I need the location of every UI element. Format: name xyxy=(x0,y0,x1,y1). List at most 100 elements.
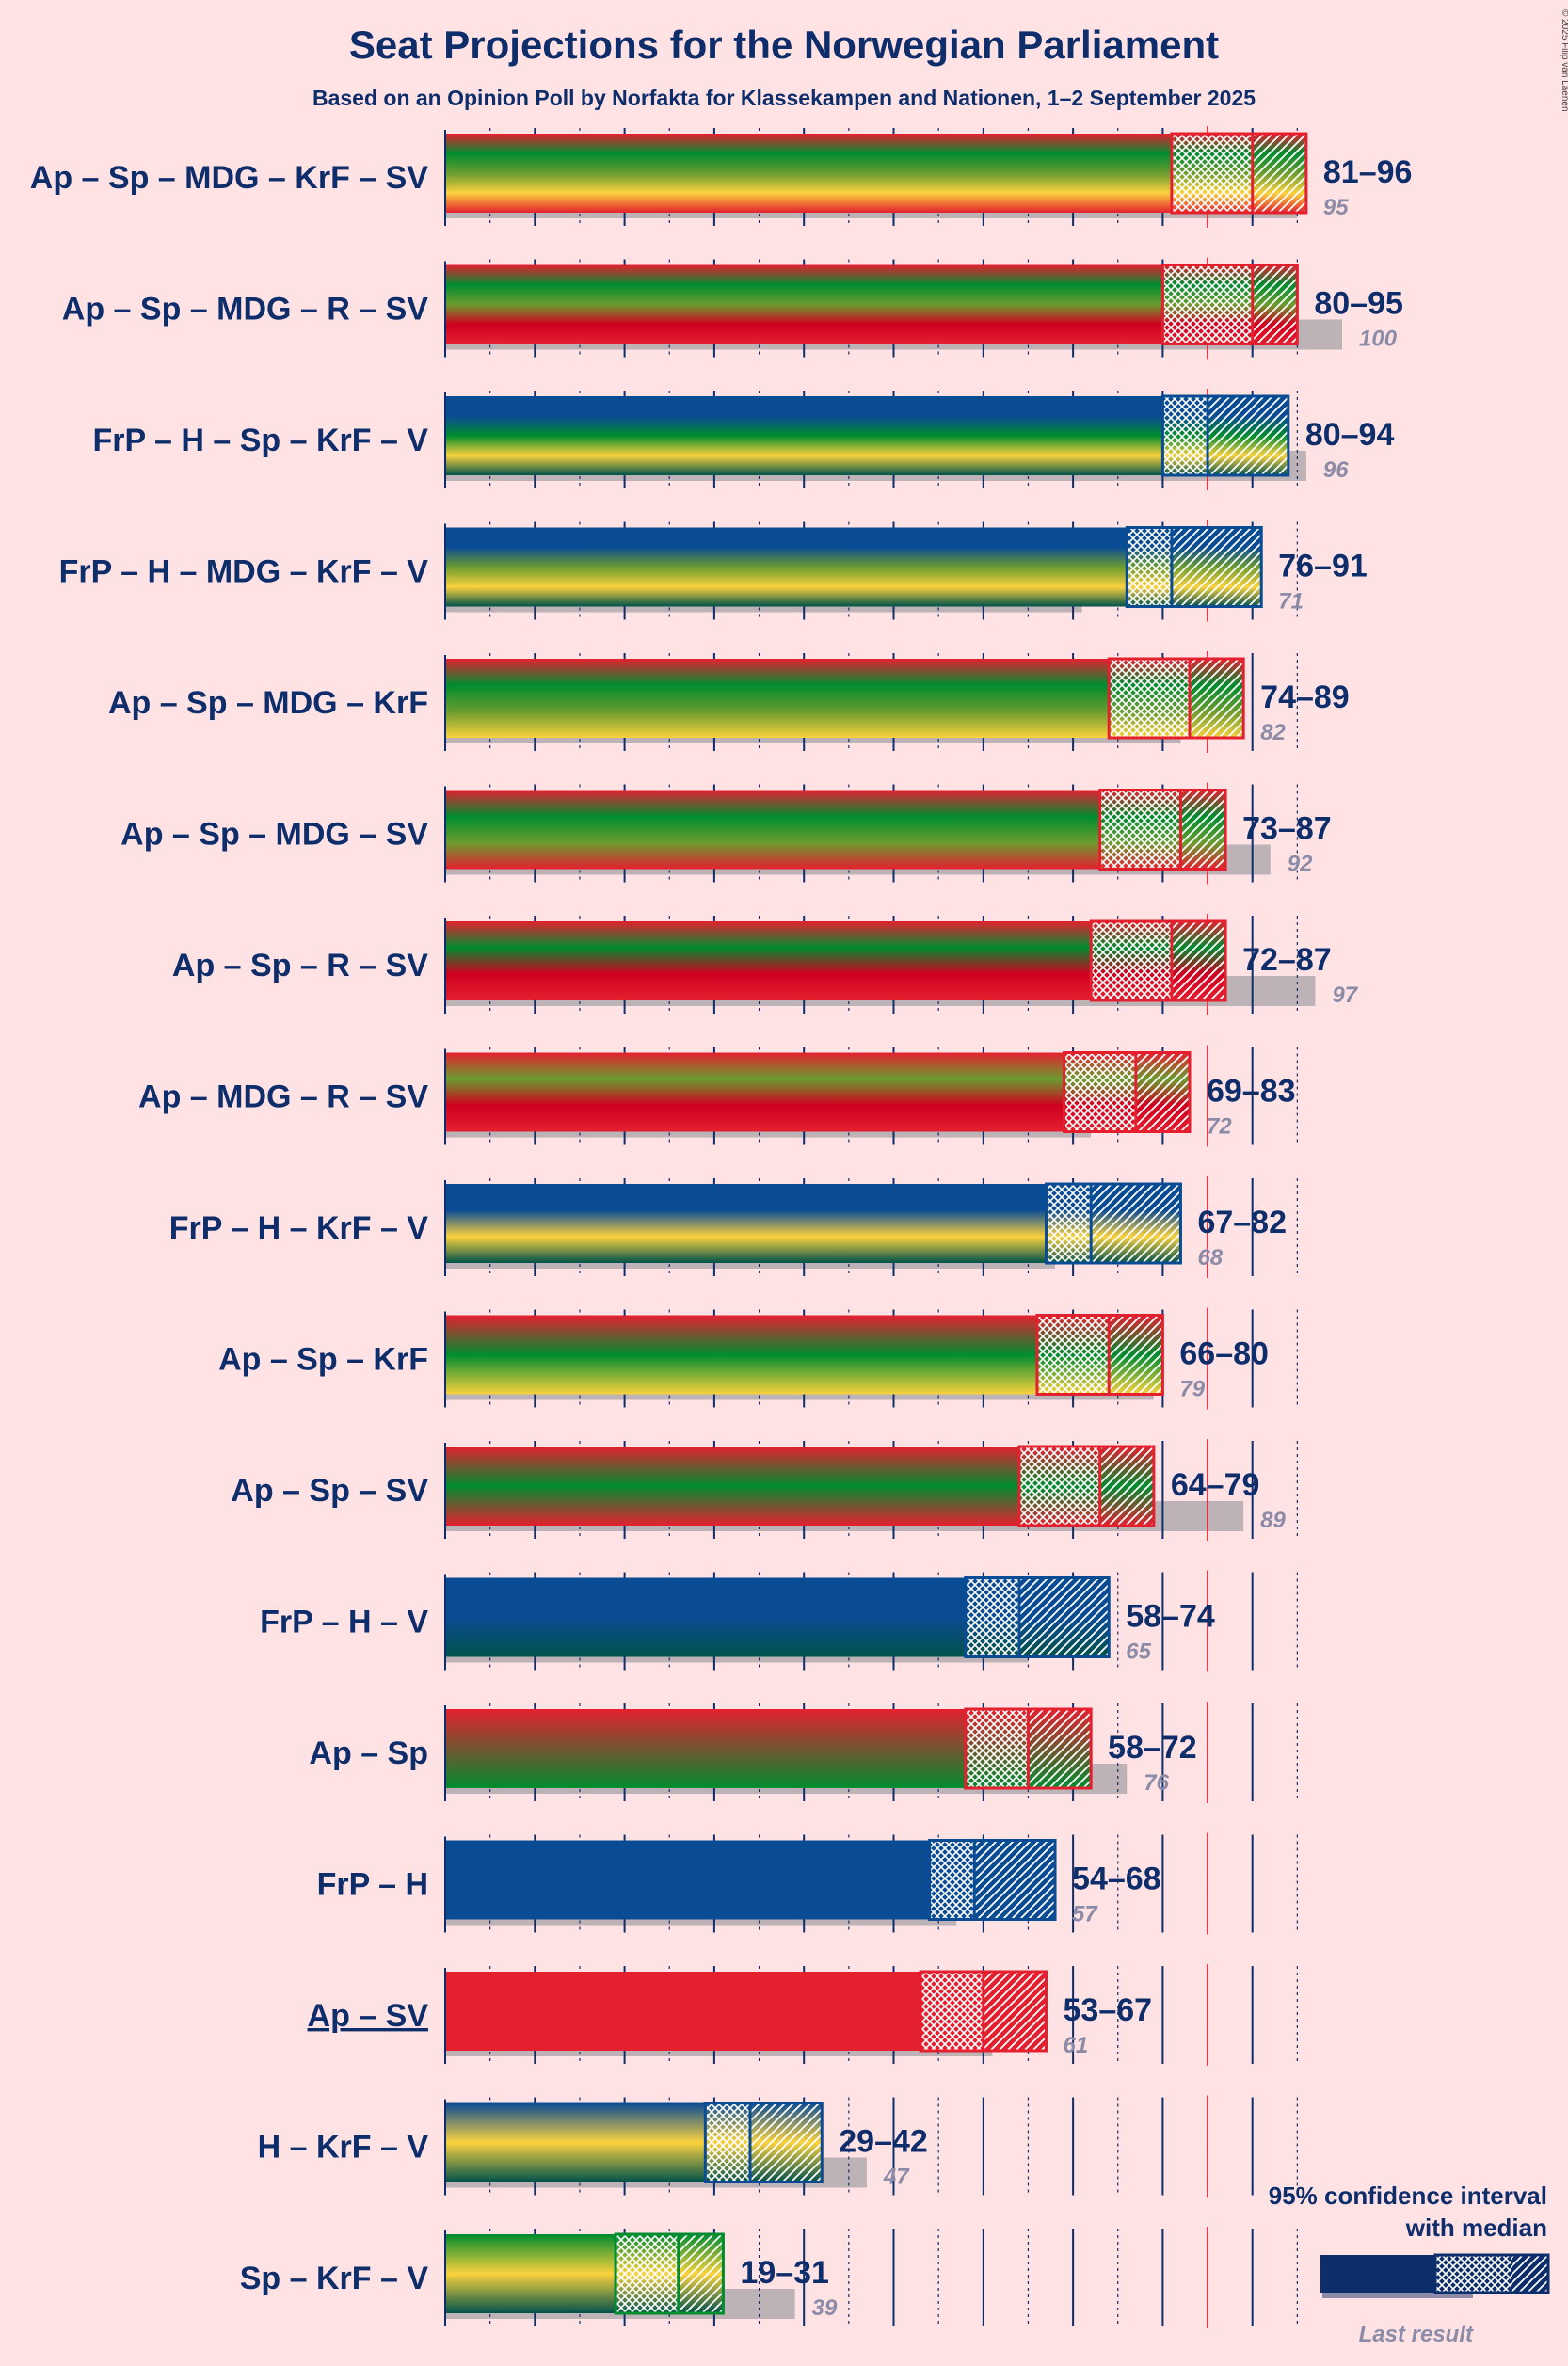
coalition-label: Ap – Sp – R – SV xyxy=(172,948,428,983)
median-crosshatch xyxy=(1171,134,1253,213)
legend-upper-hatch-pattern xyxy=(1511,2255,1548,2293)
upper-hatch xyxy=(1018,1577,1110,1657)
range-label: 66–80 xyxy=(1179,1336,1269,1372)
range-label: 64–79 xyxy=(1171,1467,1260,1503)
upper-hatch xyxy=(1135,1052,1190,1132)
interval-solid-bar xyxy=(445,396,1163,475)
last-result-label: 95 xyxy=(1323,195,1349,220)
legend-solid-bar xyxy=(1320,2255,1435,2293)
median-crosshatch xyxy=(1091,921,1172,1000)
range-label: 67–82 xyxy=(1197,1205,1287,1240)
last-result-label: 47 xyxy=(883,2165,910,2190)
interval-solid-bar xyxy=(445,527,1128,607)
upper-hatch xyxy=(974,1840,1056,1920)
legend-last-result-label: Last result xyxy=(1359,2322,1474,2347)
range-label: 58–74 xyxy=(1126,1599,1215,1635)
interval-outline xyxy=(1160,264,1299,345)
last-result-label: 89 xyxy=(1260,1508,1286,1533)
coalition-row: Ap – Sp – MDG – SV 73–87 92 xyxy=(120,782,1332,885)
coalition-label: FrP – H – KrF – V xyxy=(169,1210,429,1246)
median-crosshatch xyxy=(616,2234,679,2313)
range-label: 54–68 xyxy=(1072,1862,1161,1897)
coalition-row: H – KrF – V 29–42 47 xyxy=(258,2095,1298,2198)
range-label: 69–83 xyxy=(1207,1074,1296,1110)
coalition-row: FrP – H – Sp – KrF – V 80–94 96 xyxy=(92,389,1394,490)
legend-outline xyxy=(1433,2253,1550,2294)
coalition-label: FrP – H – MDG – KrF – V xyxy=(59,554,429,590)
median-crosshatch xyxy=(965,1577,1019,1657)
coalition-row: Ap – Sp 58–72 76 xyxy=(309,1702,1298,1803)
last-result-label: 76 xyxy=(1144,1770,1169,1796)
interval-solid-bar xyxy=(445,1972,921,2051)
median-crosshatch xyxy=(1099,790,1181,870)
last-result-label: 39 xyxy=(812,2295,838,2321)
coalition-label: FrP – H xyxy=(317,1867,428,1903)
coalition-row: FrP – H – KrF – V 67–82 68 xyxy=(169,1176,1298,1278)
coalition-row: FrP – H – MDG – KrF – V 76–91 71 xyxy=(59,520,1368,622)
interval-solid-bar xyxy=(445,1709,966,1788)
coalition-row: Ap – SV 53–67 61 xyxy=(308,1964,1298,2066)
interval-solid-bar xyxy=(445,1447,1019,1526)
coalition-label: Ap – Sp – KrF xyxy=(218,1342,428,1378)
last-result-label: 65 xyxy=(1126,1639,1151,1665)
chart-subtitle: Based on an Opinion Poll by Norfakta for… xyxy=(312,86,1256,110)
coalition-row: FrP – H 54–68 57 xyxy=(317,1832,1298,1935)
range-label: 19–31 xyxy=(740,2255,829,2291)
median-crosshatch xyxy=(1064,1052,1136,1132)
interval-solid-bar xyxy=(445,1052,1064,1132)
coalition-label: H – KrF – V xyxy=(258,2130,429,2166)
range-label: 53–67 xyxy=(1064,1992,1153,2028)
last-result-label: 82 xyxy=(1260,720,1286,745)
upper-hatch xyxy=(1171,921,1226,1000)
median-crosshatch xyxy=(705,2102,751,2182)
interval-solid-bar xyxy=(445,264,1163,344)
coalition-label: Ap – SV xyxy=(308,1998,429,2034)
last-result-label: 57 xyxy=(1072,1902,1098,1927)
interval-outline xyxy=(1170,132,1308,215)
upper-hatch xyxy=(1252,264,1298,344)
last-result-label: 61 xyxy=(1064,2033,1089,2058)
interval-outline xyxy=(1125,526,1263,608)
interval-outline xyxy=(1089,919,1227,1002)
median-crosshatch xyxy=(1162,396,1208,475)
coalition-label: Ap – Sp xyxy=(309,1735,428,1771)
median-crosshatch xyxy=(920,1972,984,2051)
chart-title: Seat Projections for the Norwegian Parli… xyxy=(349,23,1219,67)
interval-solid-bar xyxy=(445,1840,930,1920)
range-label: 73–87 xyxy=(1242,811,1332,847)
interval-solid-bar xyxy=(445,790,1100,870)
coalition-label: Ap – Sp – MDG – SV xyxy=(120,817,428,853)
upper-hatch xyxy=(1099,1447,1154,1526)
coalition-label: Ap – Sp – MDG – KrF xyxy=(108,685,428,721)
range-label: 29–42 xyxy=(839,2124,928,2160)
interval-outline xyxy=(928,1839,1057,1921)
coalition-row: Ap – Sp – MDG – KrF 74–89 82 xyxy=(108,651,1350,753)
coalition-label: Ap – Sp – MDG – KrF – SV xyxy=(30,160,429,196)
interval-outline xyxy=(1035,1314,1164,1396)
upper-hatch xyxy=(1091,1184,1181,1263)
last-result-label: 68 xyxy=(1197,1245,1223,1271)
median-crosshatch xyxy=(929,1840,975,1920)
legend-title-line1: 95% confidence interval xyxy=(1269,2182,1547,2210)
upper-hatch xyxy=(1180,790,1226,870)
upper-hatch xyxy=(1028,1709,1092,1788)
median-crosshatch xyxy=(1046,1184,1092,1263)
last-result-label: 100 xyxy=(1359,327,1398,352)
median-crosshatch xyxy=(965,1709,1029,1788)
interval-solid-bar xyxy=(445,1577,966,1657)
legend-median-crosshatch-pattern xyxy=(1435,2255,1511,2293)
copyright-note: © 2025 Filip van Laenen xyxy=(1560,9,1568,112)
upper-hatch xyxy=(1189,659,1244,738)
coalition-row: Ap – Sp – KrF 66–80 79 xyxy=(218,1307,1298,1410)
interval-outline xyxy=(1098,789,1227,871)
last-result-label: 92 xyxy=(1288,852,1313,877)
interval-solid-bar xyxy=(445,2102,706,2182)
interval-solid-bar xyxy=(445,134,1172,213)
upper-hatch xyxy=(1208,396,1288,475)
coalition-label: Ap – MDG – R – SV xyxy=(138,1079,428,1115)
upper-hatch xyxy=(983,1972,1047,2051)
upper-hatch xyxy=(750,2102,823,2182)
median-crosshatch xyxy=(1036,1315,1110,1395)
interval-outline xyxy=(614,2232,725,2315)
